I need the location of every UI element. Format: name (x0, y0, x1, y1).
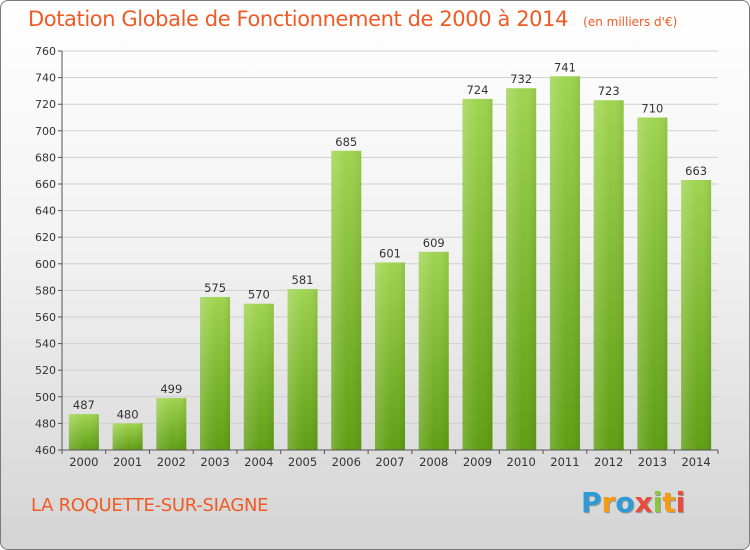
chart-unit: (en milliers d'€) (583, 15, 678, 29)
logo-letter: x (634, 486, 653, 519)
x-tick-label: 2004 (244, 455, 273, 469)
bar-shade-2008 (418, 251, 449, 450)
bar-shade-2013 (637, 117, 668, 450)
bar-shade-2010 (506, 88, 537, 451)
x-tick-label: 2013 (638, 455, 667, 469)
logo-letter: i (652, 486, 663, 519)
commune-name: LA ROQUETTE-SUR-SIAGNE (31, 495, 269, 516)
bar-shade-2011 (549, 76, 580, 451)
value-label: 741 (554, 60, 576, 74)
y-tick-label: 660 (35, 178, 56, 191)
x-tick-label: 2012 (594, 455, 623, 469)
axis-layer: 460 480 500 520 540 560 580 600 620 640 660 680 700 7… (35, 45, 719, 469)
title-row: Dotation Globale de Fonctionnement de 20… (28, 7, 677, 31)
x-tick-label: 2011 (550, 455, 579, 469)
logo-letter: i (675, 486, 686, 519)
bar-shade-2014 (681, 180, 712, 450)
y-tick-label: 740 (35, 72, 56, 85)
y-tick-label: 560 (35, 311, 56, 324)
value-label: 581 (292, 273, 314, 287)
y-tick-label: 760 (35, 45, 56, 58)
value-label: 723 (598, 84, 620, 98)
y-tick-label: 540 (35, 338, 56, 351)
bar-shade-2006 (331, 150, 362, 450)
value-label: 487 (73, 398, 95, 412)
bar-shade-2003 (200, 297, 231, 450)
x-tick-label: 2014 (681, 455, 710, 469)
x-tick-label: 2010 (507, 455, 536, 469)
bar-shade-2009 (462, 98, 493, 450)
value-label: 480 (117, 407, 139, 421)
x-tick-label: 2009 (463, 455, 492, 469)
bar-shade-2004 (243, 303, 274, 450)
value-label: 570 (248, 288, 270, 302)
x-tick-label: 2008 (419, 455, 448, 469)
y-tick-label: 480 (35, 417, 56, 430)
value-label: 575 (204, 281, 226, 295)
y-tick-label: 680 (35, 151, 56, 164)
x-tick-label: 2002 (157, 455, 186, 469)
value-label: 732 (510, 72, 532, 86)
y-tick-label: 720 (35, 98, 56, 111)
y-tick-label: 500 (35, 391, 56, 404)
logo-letter: P (581, 486, 602, 519)
bar-shade-2002 (156, 398, 187, 450)
label-layer: 487 480 499 575 570 581 685 601 609 724 732 741 723 7… (73, 60, 707, 421)
chart-title: Dotation Globale de Fonctionnement de 20… (28, 7, 569, 31)
y-tick-label: 580 (35, 284, 56, 297)
y-tick-label: 700 (35, 125, 56, 138)
bar-shade-2005 (287, 289, 318, 450)
y-tick-label: 460 (35, 444, 56, 457)
y-tick-label: 600 (35, 258, 56, 271)
x-tick-label: 2007 (375, 455, 404, 469)
x-tick-label: 2000 (69, 455, 98, 469)
bar-shade-2007 (375, 262, 405, 450)
bar-shade-2000 (68, 414, 99, 450)
y-tick-label: 640 (35, 205, 56, 218)
y-tick-label: 620 (35, 231, 56, 244)
value-label: 724 (466, 83, 488, 97)
value-label: 499 (160, 382, 182, 396)
value-label: 609 (423, 236, 445, 250)
value-label: 663 (685, 164, 707, 178)
proxiti-logo[interactable]: Proxiti (581, 486, 685, 519)
bar-shade-2012 (593, 100, 624, 451)
logo-letter: r (601, 486, 616, 519)
logo-letter: t (662, 486, 676, 519)
value-label: 710 (641, 102, 663, 116)
x-tick-label: 2001 (113, 455, 142, 469)
bar-shade-2001 (112, 423, 143, 450)
logo-letter: o (615, 486, 635, 519)
value-label: 601 (379, 246, 401, 260)
x-tick-label: 2006 (332, 455, 361, 469)
bar-layer (68, 76, 712, 451)
x-tick-label: 2003 (200, 455, 229, 469)
x-tick-label: 2005 (288, 455, 317, 469)
value-label: 685 (335, 135, 357, 149)
y-tick-label: 520 (35, 364, 56, 377)
